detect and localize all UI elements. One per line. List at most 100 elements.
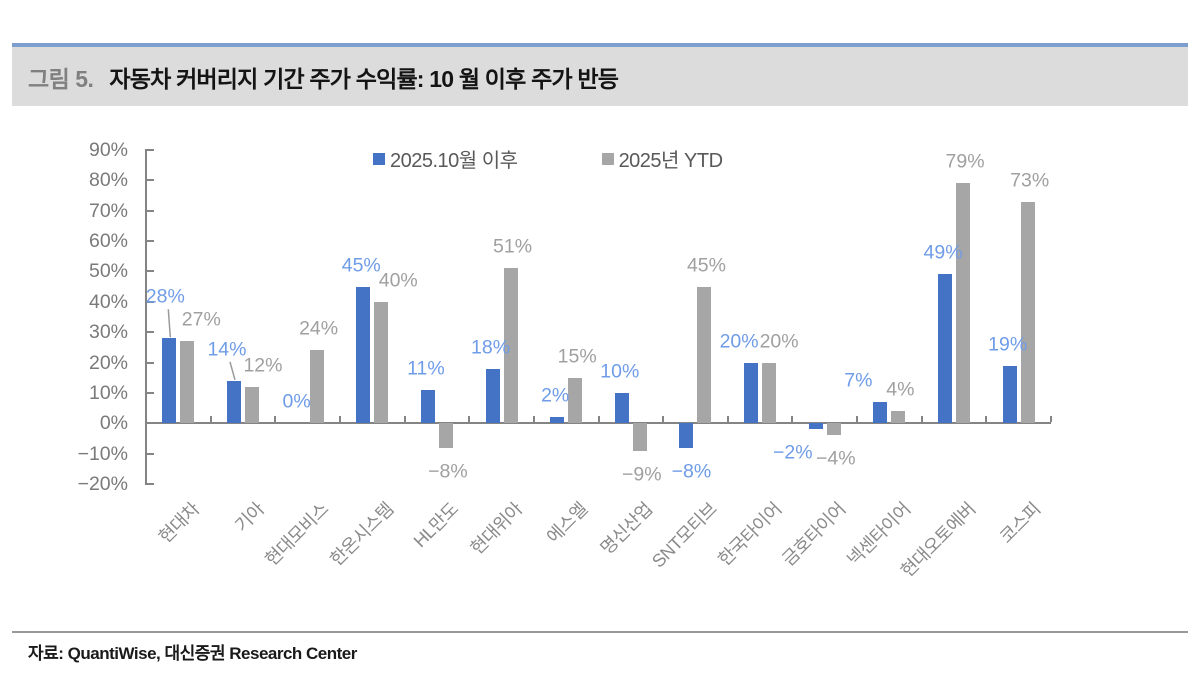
x-axis-tick xyxy=(1050,416,1052,423)
x-axis-label-c13: 코스피 xyxy=(995,498,1044,548)
bar-s0-c7 xyxy=(614,392,629,424)
legend-item-since-october: 2025.10월 이후 xyxy=(373,144,518,173)
y-axis-tick-label: 30% xyxy=(88,321,128,344)
bar-s0-c13 xyxy=(1002,365,1017,424)
bar-label-s1-c13: 73% xyxy=(1010,169,1050,192)
y-axis-tick-label: 40% xyxy=(88,290,128,313)
bar-s1-c8 xyxy=(697,286,712,424)
legend-item-ytd: 2025년 YTD xyxy=(601,144,723,173)
x-axis-label-c0: 현대차 xyxy=(155,498,204,548)
bar-label-s1-c10: −4% xyxy=(815,447,856,470)
y-axis-tick-label: 70% xyxy=(88,199,128,222)
bar-label-s0-c2: 0% xyxy=(282,390,311,413)
y-axis-tick-label: −10% xyxy=(77,442,128,465)
x-axis-label-c2: 현대모비스 xyxy=(261,498,333,570)
x-axis-tick xyxy=(856,416,859,423)
legend-swatch-blue-icon xyxy=(373,152,385,165)
x-axis-label-c10: 금호타이어 xyxy=(778,498,850,570)
bar-label-s0-c4: 11% xyxy=(407,357,445,380)
bar-s0-c10 xyxy=(808,423,823,430)
x-axis-tick xyxy=(726,416,729,423)
bar-label-s1-c2: 24% xyxy=(299,317,339,340)
bar-label-s0-c10: −2% xyxy=(772,441,813,464)
bar-s1-c5 xyxy=(503,268,518,424)
x-axis-label-c8: SNT모티브 xyxy=(647,498,721,572)
bar-label-s0-c7: 10% xyxy=(600,360,640,383)
y-axis-tick-label: 60% xyxy=(88,230,128,253)
y-axis-tick xyxy=(147,270,154,273)
bar-s1-c10 xyxy=(826,423,841,436)
bar-label-s0-c3: 45% xyxy=(341,254,381,277)
x-axis-label-c5: 현대위아 xyxy=(466,498,527,559)
x-axis-label-c3: 한온시스템 xyxy=(326,498,398,570)
x-axis-label-c4: HL만도 xyxy=(409,498,462,552)
legend-label-since-october: 2025.10월 이후 xyxy=(390,150,518,172)
bar-label-s1-c1: 12% xyxy=(243,354,283,377)
bar-label-s0-c12: 49% xyxy=(923,241,963,264)
bar-s1-c3 xyxy=(374,301,389,424)
x-axis-label-c6: 에스엘 xyxy=(542,498,592,548)
y-axis-tick xyxy=(147,209,154,212)
bar-s1-c13 xyxy=(1020,201,1035,424)
y-axis-tick xyxy=(147,391,154,394)
bar-s0-c0 xyxy=(162,338,177,424)
y-axis-tick-label: 90% xyxy=(88,139,128,161)
bar-label-s1-c7: −9% xyxy=(622,463,662,486)
bar-s1-c1 xyxy=(244,386,259,424)
bar-s0-c6 xyxy=(550,417,565,424)
figure-number: 그림 5. xyxy=(28,65,94,92)
bar-label-s0-c0: 28% xyxy=(145,285,185,308)
bar-label-s1-c11: 4% xyxy=(886,378,915,401)
y-axis-tick-label: 80% xyxy=(88,169,128,192)
bar-label-s1-c12: 79% xyxy=(945,150,985,173)
x-axis-label-c9: 한국타이어 xyxy=(714,498,786,570)
bar-label-s1-c0: 27% xyxy=(181,308,221,331)
y-axis-tick xyxy=(147,300,154,303)
x-axis-tick xyxy=(468,416,471,423)
bar-s1-c11 xyxy=(891,411,906,424)
bar-label-s0-c1: 14% xyxy=(207,338,247,361)
y-axis-tick-label: 20% xyxy=(88,351,128,374)
x-axis-tick xyxy=(338,416,341,423)
bar-s1-c4 xyxy=(438,423,453,448)
y-axis-tick xyxy=(147,240,154,243)
bar-s0-c12 xyxy=(938,274,953,424)
legend-swatch-gray-icon xyxy=(601,152,614,165)
x-axis-tick xyxy=(274,416,277,423)
y-axis-tick-label: 10% xyxy=(88,381,128,404)
y-axis-tick-label: −20% xyxy=(77,473,128,495)
legend-label-ytd: 2025년 YTD xyxy=(618,150,723,172)
bar-s1-c7 xyxy=(632,423,647,451)
header-accent-rule xyxy=(12,43,1188,47)
y-axis-line xyxy=(145,149,147,485)
figure-header: 그림 5. 자동차 커버리지 기간 주가 수익률: 10 월 이후 주가 반등 xyxy=(12,47,1188,106)
chart-legend: 2025.10월 이후 2025년 YTD xyxy=(373,144,723,173)
x-axis-tick xyxy=(532,416,535,423)
bar-label-s1-c4: −8% xyxy=(428,460,468,483)
bar-label-s0-c6: 2% xyxy=(541,384,570,407)
bar-label-s1-c6: 15% xyxy=(557,345,597,368)
y-axis-tick xyxy=(147,452,154,455)
bar-s0-c1 xyxy=(226,380,241,424)
bar-s0-c11 xyxy=(873,402,888,424)
y-axis-tick xyxy=(147,331,154,334)
bar-label-s0-c8: −8% xyxy=(671,460,712,483)
bar-label-s0-c9: 20% xyxy=(719,330,759,353)
bar-label-s0-c11: 7% xyxy=(844,369,873,392)
x-axis-tick xyxy=(920,416,923,423)
bar-label-s0-c5: 18% xyxy=(471,336,511,359)
bar-s1-c9 xyxy=(762,362,777,424)
x-axis-tick xyxy=(662,416,665,423)
bar-s0-c3 xyxy=(356,286,371,424)
source-note: 자료: QuantiWise, 대신증권 Research Center xyxy=(28,644,357,663)
bar-s0-c4 xyxy=(420,389,435,424)
bar-s1-c6 xyxy=(568,377,583,424)
x-axis-tick xyxy=(791,416,794,423)
x-axis-line xyxy=(145,422,1051,425)
figure-title: 자동차 커버리지 기간 주가 수익률: 10 월 이후 주가 반등 xyxy=(109,65,619,92)
x-axis-tick xyxy=(985,416,988,423)
bar-s1-c2 xyxy=(309,350,324,424)
y-axis-tick xyxy=(147,483,154,485)
